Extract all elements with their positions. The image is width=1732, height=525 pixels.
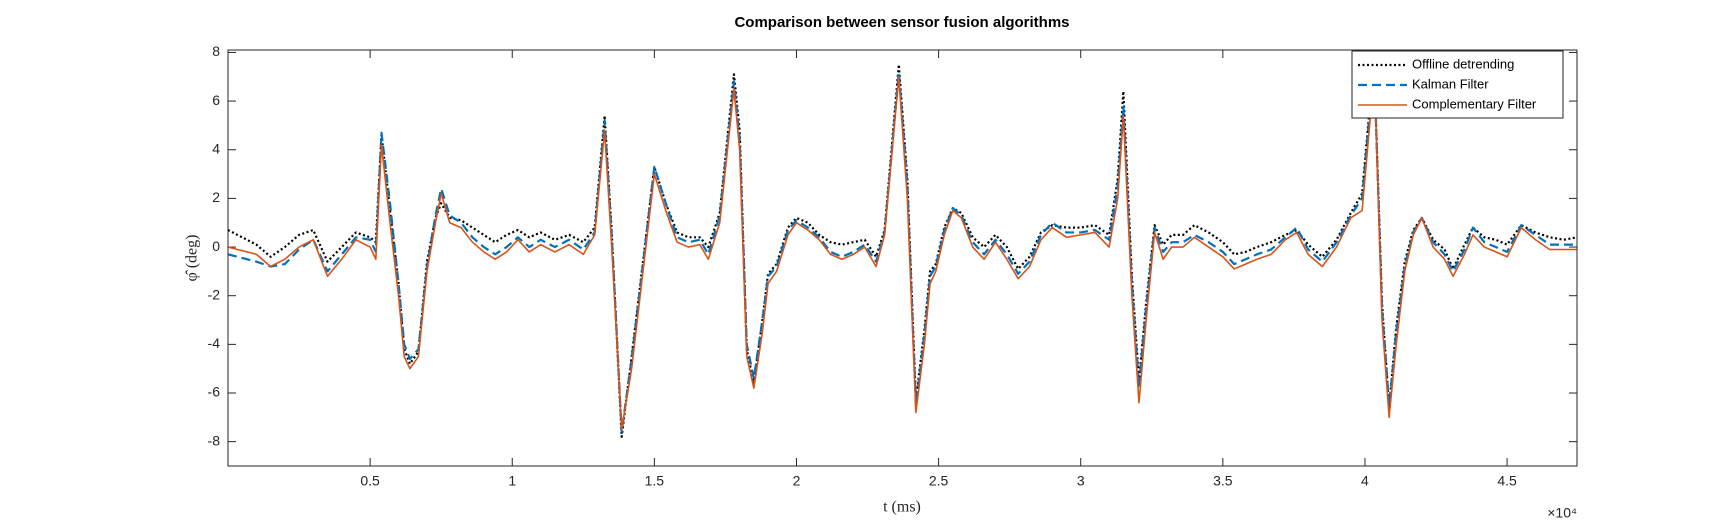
y-tick-label: 8: [212, 43, 220, 59]
x-tick-label: 4.5: [1497, 473, 1517, 489]
axes-box: [227, 49, 1578, 467]
x-tick-label: 4: [1361, 473, 1369, 489]
legend-label: Kalman Filter: [1412, 76, 1489, 91]
y-tick-label: -2: [208, 286, 221, 302]
x-tick-label: 3.5: [1213, 473, 1233, 489]
x-multiplier: ×10⁴: [1547, 505, 1577, 521]
legend-label: Complementary Filter: [1412, 96, 1537, 111]
y-tick-label: -4: [208, 335, 221, 351]
y-tick-label: 6: [212, 92, 220, 108]
chart-title: Comparison between sensor fusion algorit…: [734, 14, 1069, 31]
y-tick-label: 4: [212, 140, 220, 156]
y-axis-label: φ̂ (deg): [184, 235, 201, 282]
y-tick-label: -6: [208, 384, 221, 400]
x-tick-label: 2: [793, 473, 801, 489]
y-tick-label: 0: [212, 238, 220, 254]
series-line: [228, 75, 1577, 431]
x-axis-label: t (ms): [883, 499, 921, 516]
x-tick-label: 2.5: [929, 473, 949, 489]
plot-lines: [228, 63, 1577, 438]
legend-label: Offline detrending: [1412, 56, 1514, 71]
y-tick-label: -8: [208, 432, 221, 448]
x-tick-label: 1.5: [645, 473, 665, 489]
x-tick-label: 1: [508, 473, 516, 489]
x-tick-label: 0.5: [360, 473, 380, 489]
x-tick-label: 3: [1077, 473, 1085, 489]
series-line: [228, 70, 1577, 434]
y-tick-label: 2: [212, 189, 220, 205]
